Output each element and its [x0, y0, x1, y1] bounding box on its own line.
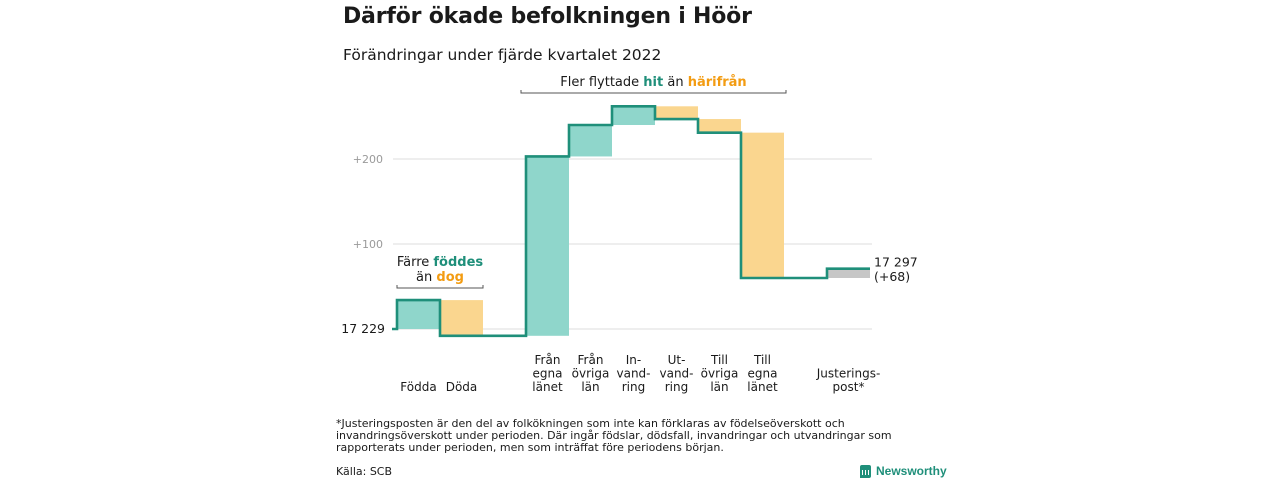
category-label-doda: Döda [446, 380, 478, 394]
category-label-till-egna-lanet: Till egna länet [747, 353, 778, 394]
annotation-segment: dog [436, 270, 464, 285]
category-label-till-ovriga-lan: Till övriga län [701, 353, 739, 394]
bar-layer [397, 106, 870, 336]
line-layer [392, 105, 870, 338]
category-label-line: vand- [659, 367, 693, 381]
bar-invandring [612, 106, 655, 125]
category-label-line: egna [748, 367, 778, 381]
chart-subtitle: Förändringar under fjärde kvartalet 2022 [343, 46, 662, 64]
annotation-text-migration: Fler flyttade hit än härifrån [560, 75, 746, 90]
annotation-text-births-deaths: Färre föddes [397, 255, 484, 270]
category-label-line: övriga [572, 367, 610, 381]
annotation-segment: föddes [433, 255, 483, 270]
end-value-line: (+68) [874, 269, 910, 284]
annotation-segment: Färre [397, 255, 434, 270]
annotation-segment: än [663, 75, 687, 90]
bar-doda [440, 300, 483, 336]
category-label-line: länet [747, 380, 778, 394]
newsworthy-icon [860, 464, 871, 478]
bar-justeringspost [827, 268, 870, 278]
category-label-fran-egna-lanet: Från egna länet [532, 353, 563, 394]
category-label-fodda: Födda [400, 380, 436, 394]
bar-till-egna-lanet [741, 132, 784, 278]
category-label-line: Födda [400, 380, 436, 394]
category-label-line: länet [532, 380, 563, 394]
chart-title: Därför ökade befolkningen i Höör [343, 4, 752, 29]
category-label-line: vand- [616, 367, 650, 381]
y-tick-label: +100 [353, 238, 383, 251]
brand-name: Newsworthy [876, 464, 947, 478]
category-label-line: ring [665, 380, 689, 394]
category-label-line: Från [578, 353, 604, 367]
annotation-bracket-migration [520, 90, 787, 94]
bar-fran-egna-lanet [526, 156, 569, 336]
end-value-line: 17 297 [874, 255, 918, 270]
end-value-label: 17 297 (+68) [874, 255, 918, 285]
annotation-segment: härifrån [688, 75, 747, 90]
baseline-label: 17 229 [341, 321, 385, 336]
bar-fran-ovriga-lan [569, 125, 612, 157]
category-label-fran-ovriga-lan: Från övriga län [572, 353, 610, 394]
brand-logo[interactable]: Newsworthy [860, 463, 947, 479]
category-label-invandring: In-vand-ring [616, 353, 650, 394]
category-label-line: Döda [446, 380, 478, 394]
bar-fodda [397, 300, 440, 329]
annotation-segment: hit [643, 75, 663, 90]
category-label-line: post* [833, 380, 865, 394]
annotation-segment: Fler flyttade [560, 75, 643, 90]
category-label-line: län [581, 380, 599, 394]
category-label-line: ring [622, 380, 646, 394]
category-label-line: Till [710, 353, 728, 367]
source-label: Källa: SCB [336, 465, 393, 478]
category-label-line: egna [533, 367, 563, 381]
category-label-line: övriga [701, 367, 739, 381]
category-label-line: Från [535, 353, 561, 367]
bar-till-ovriga-lan [698, 119, 741, 133]
bar-utvandring [655, 106, 698, 120]
annotation-bracket-births-deaths [396, 285, 484, 289]
category-label-line: län [710, 380, 728, 394]
category-label-line: In- [626, 353, 641, 367]
category-label-utvandring: Ut-vand-ring [659, 353, 693, 394]
cumulative-step-line [392, 105, 870, 338]
category-label-line: Till [753, 353, 771, 367]
category-label-justeringspost: Justerings-post* [816, 367, 881, 395]
annotation-text-births-deaths: än dog [416, 270, 464, 285]
annotation-segment: än [416, 270, 436, 285]
footnote: *Justeringsposten är den del av folkökni… [336, 417, 892, 454]
category-label-line: Justerings- [816, 367, 881, 381]
y-tick-label: +200 [353, 153, 383, 166]
category-label-line: Ut- [668, 353, 686, 367]
